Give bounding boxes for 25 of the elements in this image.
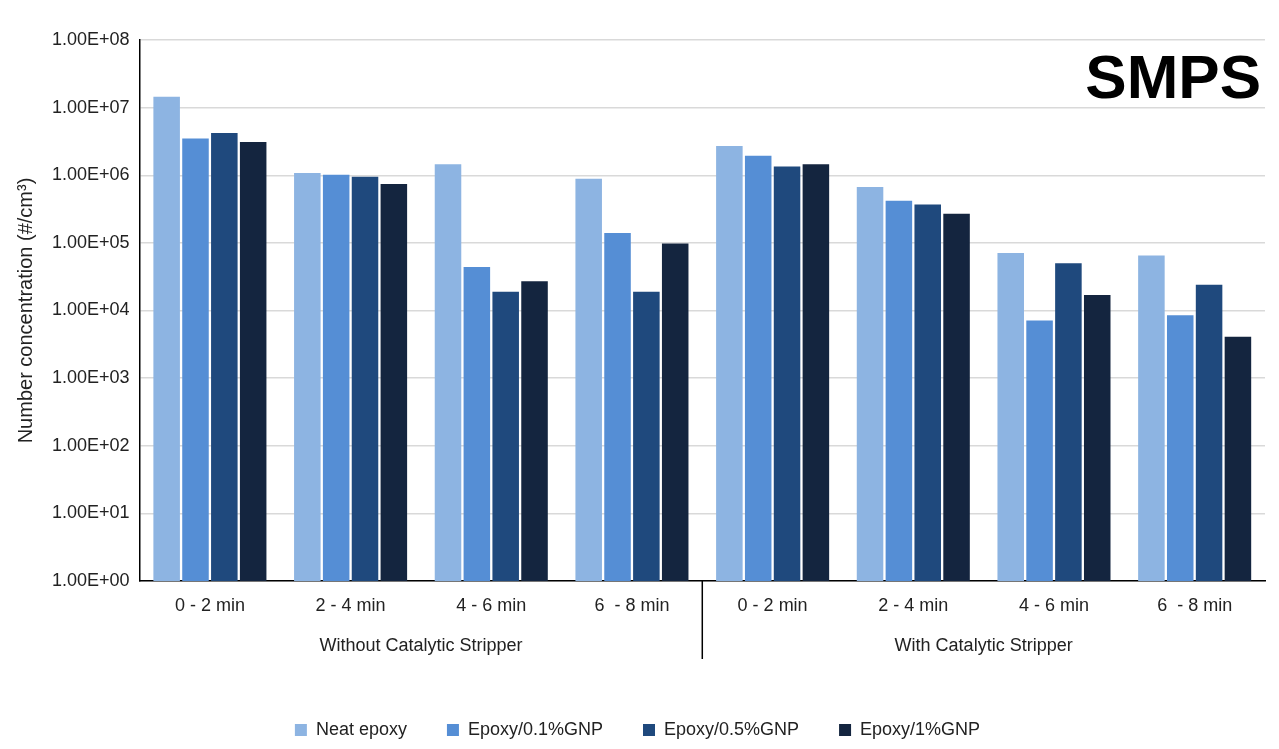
text: Without Catalytic Stripper xyxy=(319,634,523,655)
legend-label: Epoxy/0.1%GNP xyxy=(467,718,603,739)
legend-label: Neat epoxy xyxy=(315,718,407,739)
y-tick-label: 1.00E+05 xyxy=(51,231,130,252)
y-tick-label: 1.00E+06 xyxy=(51,164,130,185)
y-tick-label: 1.00E+04 xyxy=(51,299,130,320)
x-tick-label: 4 - 6 min xyxy=(456,594,527,615)
text: With Catalytic Stripper xyxy=(894,634,1073,655)
y-tick-label: 1.00E+03 xyxy=(51,367,130,388)
chart-title: SMPS xyxy=(1085,42,1261,112)
y-tick-label: 1.00E+01 xyxy=(51,502,130,523)
legend-label: Epoxy/1%GNP xyxy=(860,718,981,739)
x-tick-label: 0 - 2 min xyxy=(737,594,808,615)
y-tick-label: 1.00E+02 xyxy=(51,434,130,455)
x-tick-label: 6 - 8 min xyxy=(594,594,670,615)
x-tick-label: 2 - 4 min xyxy=(878,594,949,615)
y-tick-label: 1.00E+00 xyxy=(51,569,130,590)
y-tick-label: 1.00E+07 xyxy=(51,96,130,117)
x-tick-label: 0 - 2 min xyxy=(174,594,245,615)
legend-label: Epoxy/0.5%GNP xyxy=(664,718,800,739)
x-tick-label: 2 - 4 min xyxy=(315,594,386,615)
x-tick-label: 6 - 8 min xyxy=(1157,594,1233,615)
x-tick-label: 4 - 6 min xyxy=(1018,594,1089,615)
y-axis-title: Number concentration (#/cm³) xyxy=(13,177,36,444)
y-tick-label: 1.00E+08 xyxy=(51,28,130,49)
